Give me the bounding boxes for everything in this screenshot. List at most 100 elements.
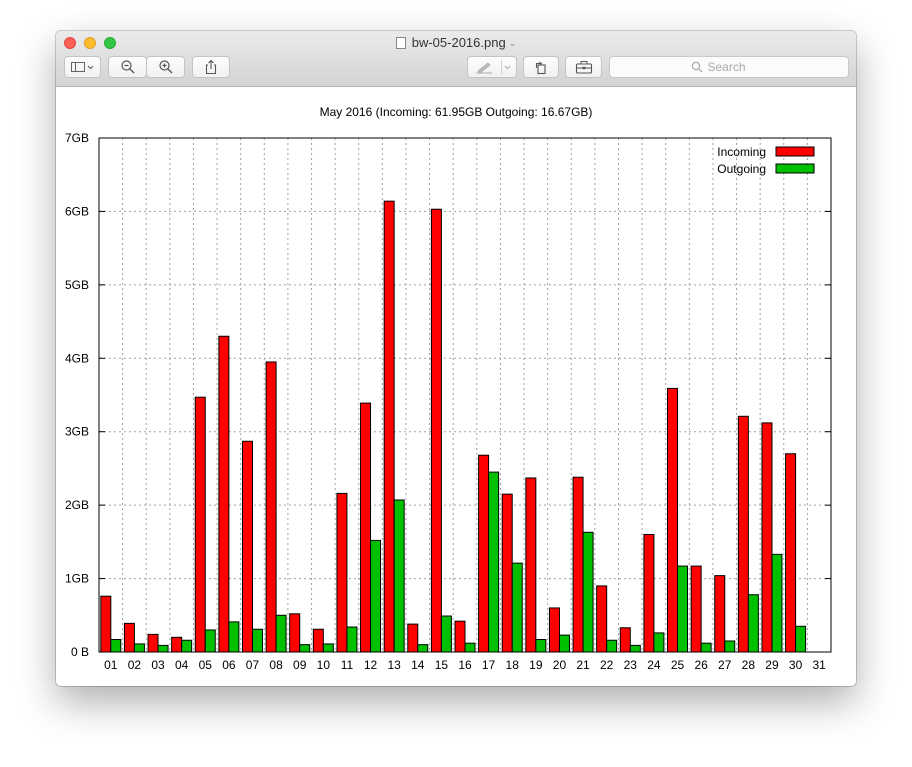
window-title[interactable]: bw-05-2016.png ⌄ [56,35,856,51]
legend: Incoming Outgoing [717,145,815,176]
y-tick-label: 6GB [65,204,89,218]
bar-outgoing-28 [747,594,759,653]
bar-outgoing-22 [606,639,618,653]
x-tick-label: 12 [364,658,378,672]
bar-incoming-05 [194,396,206,653]
bar-incoming-09 [289,613,301,653]
bar-outgoing-03 [157,644,169,653]
x-tick-label: 15 [435,658,449,672]
x-tick-label: 04 [175,658,189,672]
search-field[interactable] [609,56,849,78]
bar-incoming-07 [241,440,253,653]
grid [99,138,831,652]
y-tick-label: 4GB [65,351,89,365]
preview-window: bw-05-2016.png ⌄ [56,31,856,686]
bar-incoming-11 [336,492,348,653]
x-tick-label: 10 [317,658,331,672]
bar-incoming-22 [596,585,608,653]
sidebar-icon [70,62,93,72]
bar-outgoing-19 [535,639,547,653]
bar-outgoing-14 [417,644,429,653]
close-button[interactable] [64,37,76,49]
x-tick-label: 16 [458,658,472,672]
toolbox-button[interactable] [565,56,602,78]
x-tick-label: 31 [813,658,827,672]
bar-incoming-30 [785,453,797,653]
sidebar-view-button[interactable] [64,56,101,78]
zoom-in-icon [158,60,172,74]
x-tick-label: 02 [128,658,142,672]
markup-button[interactable] [467,56,517,78]
share-button[interactable] [192,56,230,78]
bar-incoming-06 [218,335,230,653]
bar-incoming-27 [714,575,726,653]
x-tick-label: 14 [411,658,425,672]
rotate-icon [535,61,546,75]
x-tick-label: 11 [341,658,354,672]
x-tick-label: 24 [647,658,661,672]
bar-outgoing-13 [393,499,405,653]
bar-incoming-29 [761,422,773,653]
x-tick-label: 18 [506,658,520,672]
bar-outgoing-25 [677,565,689,653]
search-input[interactable] [707,60,768,74]
bars [100,200,807,653]
bar-incoming-17 [478,454,490,653]
bar-outgoing-06 [228,621,240,653]
zoom-out-button[interactable] [108,56,147,78]
bar-outgoing-01 [110,639,122,653]
x-tick-label: 23 [624,658,638,672]
bar-incoming-14 [407,623,419,653]
x-tick-label: 21 [576,658,590,672]
axis-ticks: 0 B 1GB 2GB 3GB 4GB 5GB 6GB 7GB 01 02 03 04 05 06 07 08… [65,131,831,672]
x-tick-label: 19 [529,658,543,672]
bar-incoming-20 [548,607,560,653]
bar-outgoing-29 [771,553,783,653]
x-tick-label: 08 [269,658,283,672]
bar-outgoing-24 [653,632,665,653]
bar-outgoing-12 [370,539,382,653]
minimize-button[interactable] [84,37,96,49]
bar-outgoing-18 [511,562,523,653]
bar-outgoing-26 [700,642,712,653]
chart-title: May 2016 (Incoming: 61.95GB Outgoing: 16… [319,105,593,119]
x-tick-label: 29 [765,658,779,672]
legend-label-incoming: Incoming [717,145,766,159]
x-tick-label: 03 [151,658,165,672]
bar-incoming-18 [501,493,513,653]
bandwidth-chart: 0 B 1GB 2GB 3GB 4GB 5GB 6GB 7GB 01 02 03 04 05 06 07 08… [65,131,832,672]
bar-outgoing-15 [440,615,452,653]
bar-outgoing-10 [322,643,334,653]
legend-label-outgoing: Outgoing [717,162,766,176]
rotate-button[interactable] [523,56,559,78]
bar-outgoing-09 [299,644,311,653]
bar-incoming-24 [643,534,655,653]
legend-swatch-incoming [775,146,815,157]
zoom-in-button[interactable] [146,56,185,78]
x-tick-label: 20 [553,658,567,672]
zoom-window-button[interactable] [104,37,116,49]
bar-incoming-12 [360,402,372,653]
y-tick-label: 2GB [65,498,89,512]
bar-incoming-25 [667,387,679,653]
x-tick-label: 09 [293,658,307,672]
bar-incoming-04 [171,636,183,653]
y-tick-label: 3GB [65,425,89,439]
x-tick-label: 17 [482,658,496,672]
x-tick-label: 01 [104,658,118,672]
bar-incoming-15 [430,208,442,653]
x-tick-label: 13 [387,658,401,672]
x-tick-label: 30 [789,658,803,672]
bar-incoming-10 [312,628,324,653]
bar-incoming-28 [737,415,749,653]
x-tick-label: 26 [694,658,708,672]
x-tick-label: 28 [742,658,756,672]
bar-outgoing-27 [724,640,736,653]
bar-incoming-26 [690,565,702,653]
document-icon [395,37,406,49]
bar-outgoing-23 [629,644,641,653]
bar-outgoing-17 [488,471,500,653]
bar-incoming-19 [525,477,537,653]
image-canvas: May 2016 (Incoming: 61.95GB Outgoing: 16… [56,87,856,686]
toolbox-icon [575,61,592,74]
